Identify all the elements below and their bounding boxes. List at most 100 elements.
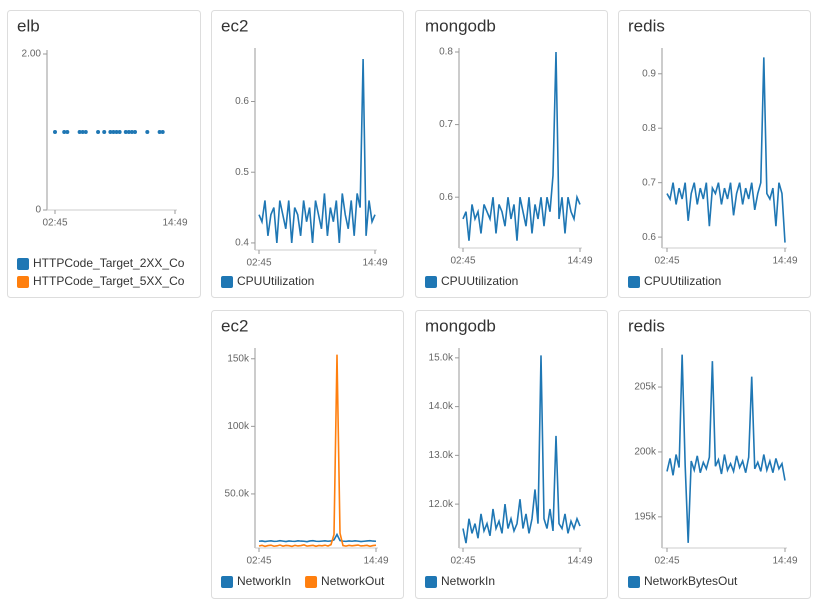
x-tick-label: 02:45 — [42, 218, 67, 229]
line — [258, 59, 376, 243]
y-tick-label: 12.0k — [429, 499, 454, 510]
y-tick-label: 200k — [634, 447, 657, 458]
y-tick-label: 0.5 — [235, 167, 249, 178]
line — [462, 51, 581, 241]
legend-label: CPUUtilization — [644, 274, 721, 288]
panel-title: elb — [17, 16, 40, 35]
point — [96, 130, 101, 134]
legend: CPUUtilization — [425, 274, 518, 288]
legend-label: HTTPCode_Target_2XX_Count — [33, 256, 202, 270]
legend-swatch — [628, 576, 640, 588]
y-tick-label: 50.0k — [225, 489, 250, 500]
y-tick-label: 0.6 — [235, 96, 249, 107]
y-tick-label: 14.0k — [429, 401, 454, 412]
legend-label: CPUUtilization — [237, 274, 314, 288]
x-tick-label: 14:49 — [567, 556, 592, 567]
x-tick-label: 14:49 — [772, 556, 797, 567]
point — [126, 130, 131, 134]
panel — [211, 310, 404, 599]
legend-swatch — [425, 576, 437, 588]
point — [62, 130, 67, 134]
panel — [7, 10, 201, 298]
point — [53, 130, 57, 134]
y-tick-label: 0.9 — [642, 68, 656, 79]
legend-label: NetworkIn — [441, 574, 495, 588]
panel-title: mongodb — [425, 16, 496, 35]
legend: NetworkBytesOut — [628, 574, 738, 588]
y-tick-label: 205k — [634, 382, 657, 393]
line — [666, 57, 786, 243]
point — [160, 130, 165, 134]
point — [102, 130, 107, 134]
point — [157, 130, 162, 134]
legend-swatch — [305, 576, 318, 588]
y-tick-label: 0 — [35, 205, 41, 216]
panel-title: ec2 — [221, 316, 248, 335]
point — [83, 130, 88, 134]
panel — [415, 310, 608, 599]
legend-label: CPUUtilization — [441, 274, 518, 288]
point — [108, 130, 113, 134]
y-tick-label: 0.8 — [642, 123, 656, 134]
legend-swatch — [425, 276, 437, 288]
panel — [415, 10, 608, 298]
line — [666, 354, 786, 543]
x-tick-label: 14:49 — [362, 258, 387, 269]
panel — [211, 10, 404, 298]
legend-swatch — [628, 276, 640, 288]
y-tick-label: 100k — [227, 421, 250, 432]
line — [462, 355, 581, 544]
legend-swatch — [17, 258, 29, 270]
point — [77, 130, 82, 134]
panel — [618, 10, 811, 298]
legend: NetworkIn — [425, 574, 495, 588]
point — [145, 130, 150, 134]
legend-swatch — [221, 576, 233, 588]
x-tick-label: 02:45 — [654, 256, 679, 267]
y-tick-label: 0.4 — [235, 238, 249, 249]
legend: CPUUtilization — [628, 274, 721, 288]
y-tick-label: 0.7 — [439, 119, 453, 130]
y-tick-label: 13.0k — [429, 450, 454, 461]
panel-title: ec2 — [221, 16, 248, 35]
x-tick-label: 02:45 — [246, 556, 271, 567]
x-tick-label: 02:45 — [450, 256, 475, 267]
y-tick-label: 0.8 — [439, 47, 453, 58]
x-tick-label: 02:45 — [246, 258, 271, 269]
point — [129, 130, 134, 134]
panel-title: redis — [628, 316, 665, 335]
point — [65, 130, 70, 134]
y-tick-label: 195k — [634, 511, 657, 522]
legend-swatch — [17, 276, 29, 288]
line — [258, 532, 377, 543]
x-tick-label: 02:45 — [654, 556, 679, 567]
legend-label: NetworkBytesOut — [644, 574, 738, 588]
x-tick-label: 14:49 — [363, 556, 388, 567]
legend: HTTPCode_Target_2XX_Count HTTPCode_Target… — [17, 256, 202, 288]
line — [258, 354, 377, 548]
panel-title: redis — [628, 16, 665, 35]
x-tick-label: 14:49 — [162, 218, 187, 229]
y-tick-label: 0.6 — [642, 232, 656, 243]
point — [80, 130, 85, 134]
point — [111, 130, 116, 134]
y-tick-label: 150k — [227, 353, 250, 364]
legend-swatch — [221, 276, 233, 288]
y-tick-label: 2.00 — [22, 49, 42, 60]
point — [114, 130, 119, 134]
point — [133, 130, 137, 134]
point — [117, 130, 122, 134]
legend-label: NetworkOut — [321, 574, 385, 588]
y-tick-label: 15.0k — [429, 352, 454, 363]
point — [123, 130, 128, 134]
x-tick-label: 02:45 — [450, 556, 475, 567]
legend: NetworkIn NetworkOut — [221, 574, 385, 588]
y-tick-label: 0.7 — [642, 177, 656, 188]
y-tick-label: 0.6 — [439, 192, 453, 203]
panel-title: mongodb — [425, 316, 496, 335]
legend-label: HTTPCode_Target_5XX_Count — [33, 274, 202, 288]
legend: CPUUtilization — [221, 274, 314, 288]
legend-label: NetworkIn — [237, 574, 291, 588]
